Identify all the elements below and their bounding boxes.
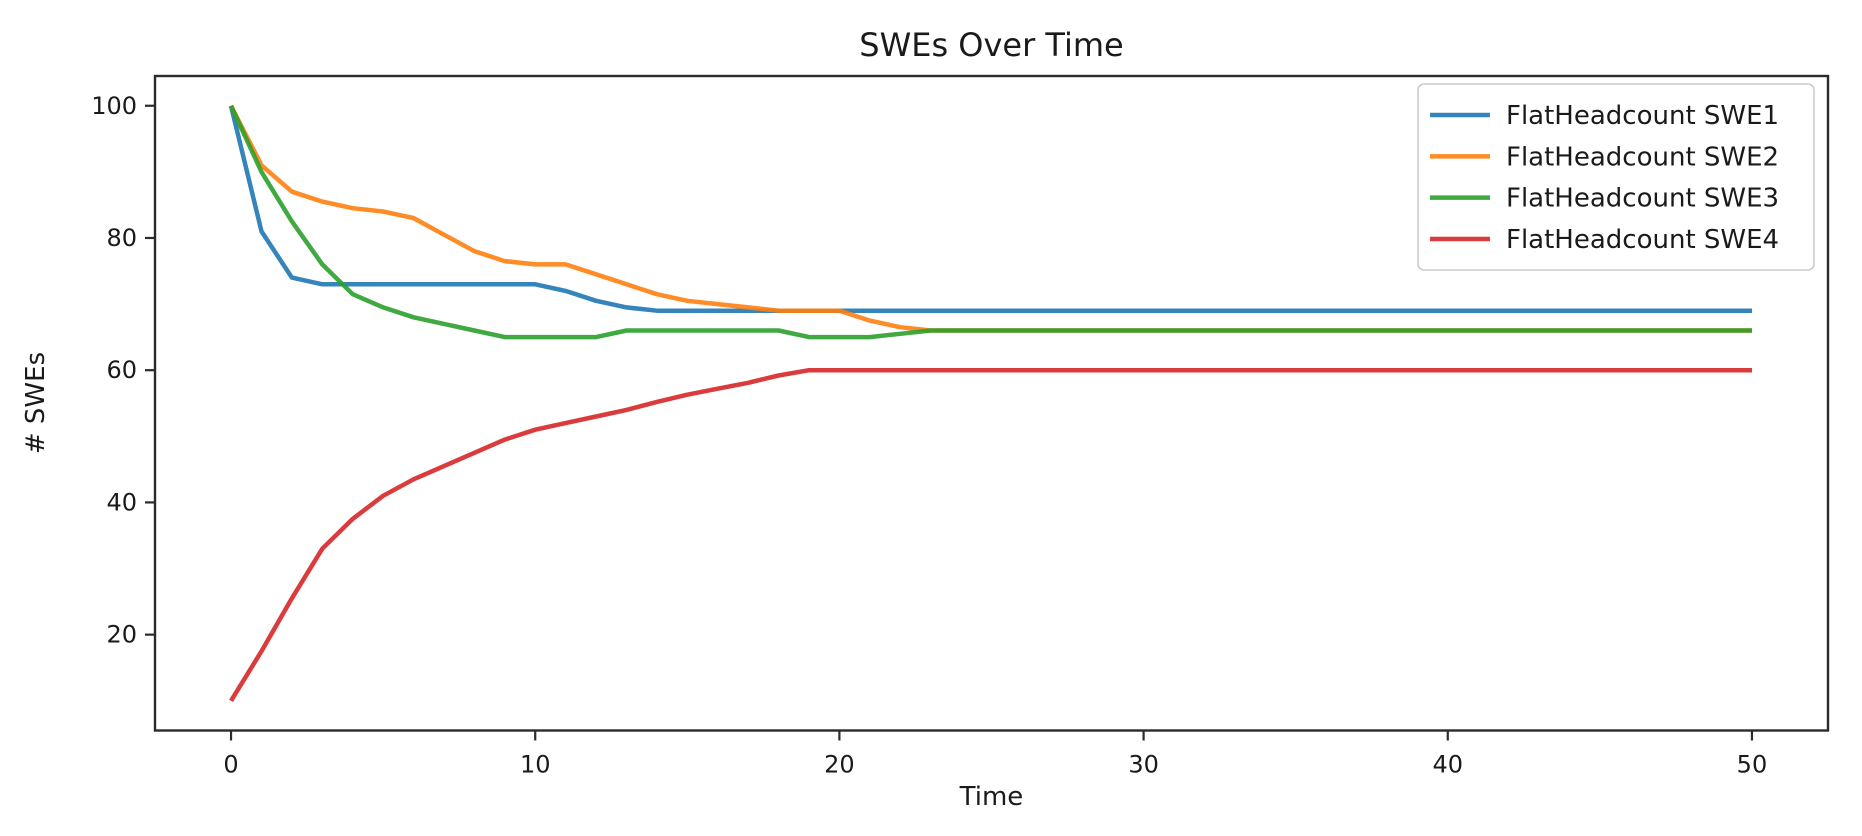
legend-box bbox=[1417, 83, 1815, 271]
legend-label: FlatHeadcount SWE1 bbox=[1506, 101, 1779, 131]
series-line-FlatHeadcount-SWE3 bbox=[228, 104, 1752, 340]
series-line-FlatHeadcount-SWE1 bbox=[228, 105, 1752, 313]
x-tick-label: 20 bbox=[824, 751, 855, 779]
y-tick-label: 60 bbox=[106, 356, 137, 384]
x-axis-label: Time bbox=[959, 782, 1024, 812]
y-axis-label: # SWEs bbox=[21, 351, 51, 455]
chart-title: SWEs Over Time bbox=[859, 26, 1124, 64]
y-tick-label: 80 bbox=[106, 224, 137, 252]
y-tick-label: 20 bbox=[106, 621, 137, 649]
series-line-FlatHeadcount-SWE4 bbox=[229, 367, 1752, 702]
x-tick-label: 10 bbox=[520, 751, 551, 779]
x-tick-label: 0 bbox=[223, 751, 238, 779]
x-tick-label: 40 bbox=[1432, 751, 1463, 779]
y-tick-label: 40 bbox=[106, 488, 137, 516]
y-tick-label: 100 bbox=[91, 92, 137, 120]
x-tick-label: 50 bbox=[1737, 751, 1768, 779]
legend-label: FlatHeadcount SWE4 bbox=[1506, 225, 1779, 255]
plot-frame bbox=[153, 74, 1830, 732]
legend-label: FlatHeadcount SWE3 bbox=[1506, 184, 1779, 214]
legend-label: FlatHeadcount SWE2 bbox=[1506, 142, 1779, 172]
x-tick-label: 30 bbox=[1128, 751, 1159, 779]
